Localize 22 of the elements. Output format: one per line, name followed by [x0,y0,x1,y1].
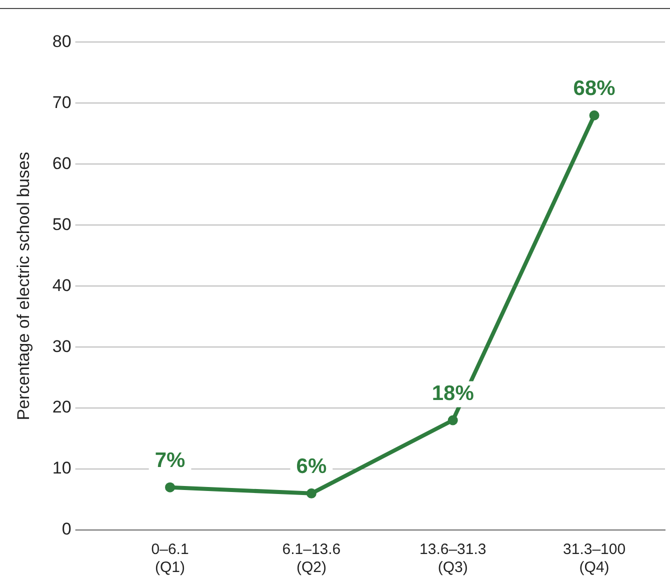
point [306,488,316,498]
y-tick-label: 70 [52,92,72,112]
point [448,415,458,426]
x-tick-label: 13.6–31.3 (Q3) [420,541,486,576]
x-tick-label: 6.1–13.6 (Q2) [282,541,341,576]
data-label: 18% [432,382,474,406]
data-label: 68% [573,77,616,100]
y-tick-label: 80 [52,32,72,51]
y-tick-label: 20 [52,398,72,417]
y-tick-label: 10 [52,458,72,478]
y-tick-label: 40 [52,276,72,295]
point [165,482,176,492]
y-tick-label: 30 [52,336,72,356]
y-axis-title: Percentage of electric school buses [14,152,33,420]
x-tick-label: 31.3–100 (Q4) [563,541,626,576]
y-tick-label: 60 [52,154,72,173]
data-label: 6% [296,455,327,478]
x-tick-label: 0–6.1 (Q1) [151,541,189,576]
point [589,110,600,120]
y-tick-label: 0 [62,520,72,539]
y-tick-label: 50 [52,214,72,234]
data-label: 7% [154,449,186,472]
